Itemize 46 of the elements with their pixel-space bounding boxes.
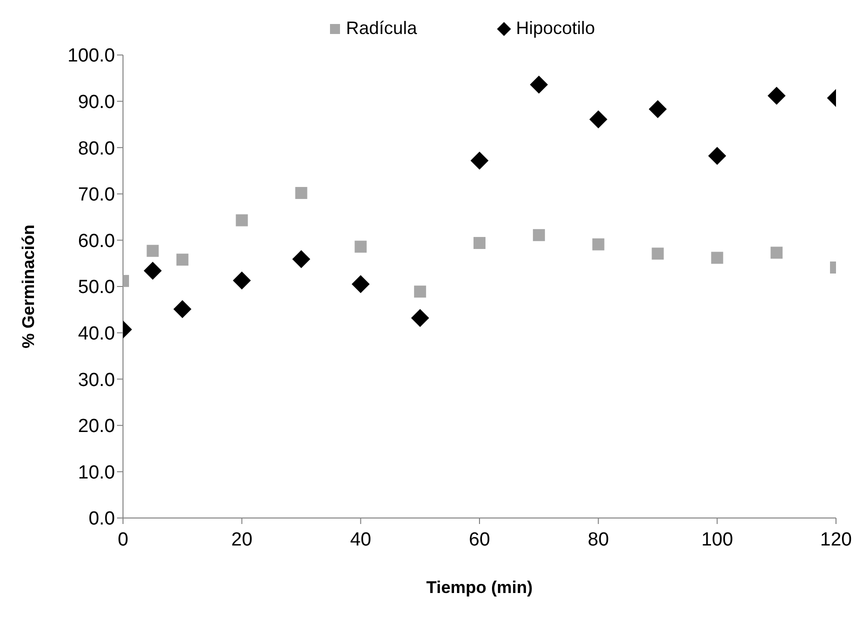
- point: [352, 275, 370, 294]
- x-axis-title: Tiempo (min): [426, 578, 533, 597]
- y-tick-label: 10.0: [78, 462, 115, 484]
- point: [770, 246, 783, 259]
- point: [532, 229, 545, 242]
- y-tick-label: 100.0: [67, 46, 115, 67]
- legend-label: Hipocotilo: [516, 18, 596, 39]
- point: [354, 240, 367, 253]
- y-tick-label: 90.0: [78, 92, 115, 114]
- point: [236, 214, 248, 226]
- y-tick-label: 0.0: [88, 508, 115, 530]
- point: [768, 86, 786, 105]
- x-tick-label: 120: [820, 529, 852, 550]
- legend-label: Radícula: [346, 18, 417, 39]
- x-tick-label: 60: [468, 529, 490, 550]
- point: [144, 262, 162, 280]
- y-tick-label: 40.0: [78, 324, 115, 345]
- point: [530, 76, 548, 94]
- y-tick-label: 30.0: [78, 370, 115, 391]
- x-tick-label: 40: [350, 529, 372, 550]
- point: [295, 186, 308, 199]
- x-tick-label: 20: [231, 529, 252, 550]
- point: [592, 238, 604, 250]
- y-tick-label: 80.0: [78, 138, 115, 160]
- y-tick-label: 70.0: [78, 184, 115, 206]
- point: [652, 248, 664, 260]
- point: [173, 300, 192, 318]
- point: [711, 252, 724, 264]
- point: [589, 110, 608, 128]
- x-tick-label: 80: [588, 529, 609, 550]
- point: [232, 271, 251, 290]
- x-tick-label: 100: [701, 529, 734, 550]
- y-tick-label: 20.0: [78, 416, 115, 438]
- point: [292, 250, 310, 268]
- x-tick-label: 0: [118, 529, 128, 550]
- point: [474, 236, 486, 249]
- point: [470, 152, 488, 170]
- point: [648, 100, 667, 118]
- y-tick-label: 60.0: [78, 230, 115, 252]
- point: [414, 286, 426, 298]
- point: [411, 308, 430, 327]
- point: [146, 244, 159, 257]
- point: [708, 146, 726, 165]
- y-tick-label: 50.0: [78, 277, 115, 298]
- y-axis-title: % Germinación: [19, 224, 38, 348]
- point: [176, 254, 188, 266]
